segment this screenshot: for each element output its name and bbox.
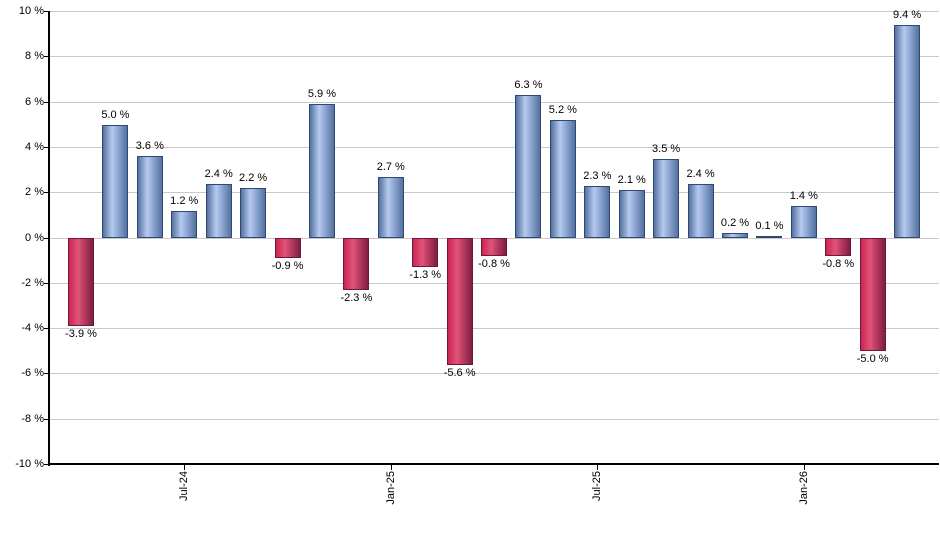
bar-value-label: 9.4 % [893,9,922,21]
y-axis-tick-label: 0 % [25,232,44,244]
bar [619,190,645,238]
gridline [49,283,939,284]
y-tick-mark [44,464,49,465]
x-axis-tick-label: Jan-25 [385,471,397,505]
bar-value-label: 0.2 % [720,217,750,229]
bar-value-label: 2.7 % [376,161,405,173]
bar [206,184,232,238]
bar [653,159,679,238]
bar [584,186,610,238]
bar-value-label: 5.2 % [548,104,577,116]
bar-value-label: 2.2 % [239,172,268,184]
bar [688,184,714,238]
y-axis-tick-label: 8 % [25,50,44,62]
bar [378,177,404,238]
y-tick-mark [44,419,49,420]
bar [515,95,541,238]
bar [137,156,163,238]
bar [722,233,748,238]
y-tick-mark [44,328,49,329]
bar-value-label: 0.1 % [755,220,784,232]
gridline [49,192,939,193]
bar [275,238,301,258]
x-axis-tick-label: Jan-26 [798,471,810,505]
bar-value-label: 5.9 % [307,88,337,100]
bar [240,188,266,238]
bar [825,238,851,256]
y-tick-mark [44,102,49,103]
y-axis-tick-label: 10 % [18,5,44,17]
bar-value-label: 3.6 % [135,140,164,152]
y-axis-tick-label: -8 % [21,413,44,425]
y-axis-tick-label: 4 % [25,141,44,153]
x-axis-tick-label: Jul-24 [178,471,190,501]
bar [102,125,128,238]
bar-value-label: 2.1 % [617,174,646,186]
bar-value-label: 2.4 % [204,168,233,180]
bar-value-label: -0.9 % [271,260,304,272]
y-axis-tick-label: -6 % [21,367,44,379]
y-tick-mark [44,373,49,374]
bar [68,238,94,326]
bar [343,238,369,290]
bar [171,211,197,238]
gridline [49,328,939,329]
x-tick-mark [597,464,598,470]
bar-value-label: 2.4 % [686,168,715,180]
bar-value-label: -1.3 % [409,269,442,281]
bar-value-label: -0.8 % [478,258,510,270]
gridline [49,373,939,374]
gridline [49,11,939,12]
y-axis-tick-label: 6 % [25,96,44,108]
y-tick-mark [44,147,49,148]
x-axis-tick-label: Jul-25 [591,471,603,501]
bar-value-label: -5.6 % [443,367,476,379]
y-axis-tick-label: -4 % [21,322,44,334]
y-tick-mark [44,11,49,12]
y-tick-mark [44,283,49,284]
y-tick-mark [44,238,49,239]
bar-value-label: 6.3 % [514,79,543,91]
bar [894,25,920,238]
bar-value-label: 1.4 % [789,190,818,202]
gridline [49,147,939,148]
x-axis-line [49,463,939,465]
bar [412,238,438,267]
y-tick-mark [44,56,49,57]
y-axis-tick-label: -2 % [21,277,44,289]
bar-value-label: 1.2 % [170,195,199,207]
bar-value-label: -2.3 % [340,292,373,304]
y-axis-tick-label: -10 % [15,458,44,470]
bar [481,238,507,256]
bar-value-label: 3.5 % [652,143,681,155]
y-axis-line [48,11,50,466]
bar [447,238,473,365]
x-tick-mark [184,464,185,470]
bar [791,206,817,238]
bar-value-label: 2.3 % [583,170,612,182]
bar-value-label: 5.0 % [101,109,130,121]
x-tick-mark [804,464,805,470]
bar-value-label: -0.8 % [822,258,855,270]
gridline [49,419,939,420]
y-axis-tick-label: 2 % [25,186,44,198]
bar [309,104,335,238]
bar [550,120,576,238]
bar-value-label: -5.0 % [856,353,889,365]
bar [756,236,782,238]
bar-value-label: -3.9 % [65,328,97,340]
gridline [49,56,939,57]
bar [860,238,886,351]
x-tick-mark [391,464,392,470]
y-tick-mark [44,192,49,193]
gridline [49,102,939,103]
